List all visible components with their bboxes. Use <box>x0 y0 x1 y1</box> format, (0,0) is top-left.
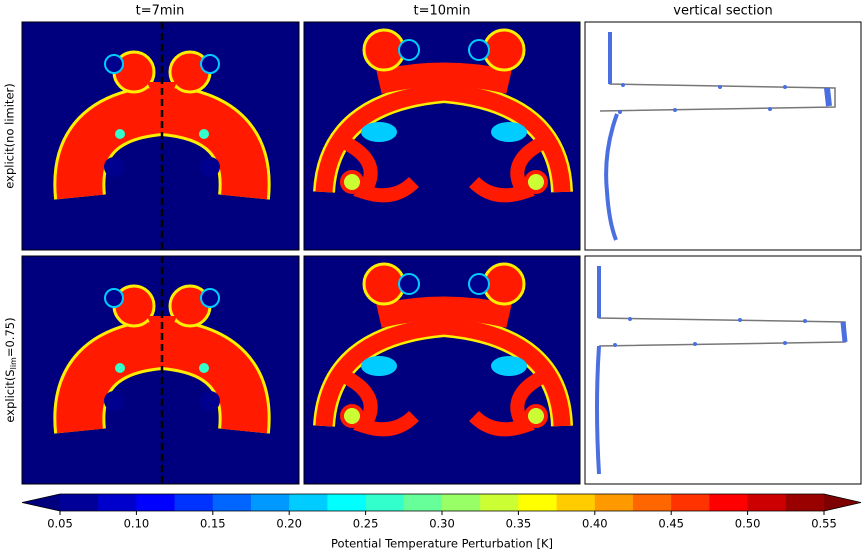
panel <box>21 21 300 251</box>
color-bin <box>60 494 99 511</box>
row-label: explicit(no limiter) <box>3 83 17 188</box>
color-bin <box>174 494 214 511</box>
row-label: explicit(Slim=0.75) <box>3 317 18 422</box>
colorbar: 0.05 0.10 0.15 0.20 0.25 0.30 0.35 0.40 0.45 0.50… <box>21 493 862 551</box>
color-bin <box>212 494 252 511</box>
panel <box>21 255 300 485</box>
tick-label: 0.25 <box>353 517 379 531</box>
color-bin <box>556 494 596 511</box>
panel <box>303 22 581 251</box>
color-bin <box>403 494 443 511</box>
color-bin <box>747 494 787 511</box>
tick-label: 0.30 <box>429 517 455 531</box>
color-bin <box>442 494 481 511</box>
column-title: t=10min <box>413 4 470 19</box>
panel <box>303 256 581 485</box>
row-label-sub: lim <box>9 357 18 369</box>
color-bin <box>594 494 634 511</box>
row-label-part: =0.75) <box>3 317 17 357</box>
column-title: vertical section <box>673 4 772 19</box>
under-arrow <box>22 494 60 511</box>
tick-label: 0.50 <box>735 517 761 531</box>
color-bin <box>98 494 137 511</box>
color-bin <box>136 494 176 511</box>
color-bin <box>251 494 290 511</box>
color-bin <box>709 494 749 511</box>
color-bin <box>289 494 328 511</box>
over-arrow <box>824 494 861 511</box>
tick-label: 0.20 <box>276 517 302 531</box>
color-bin <box>671 494 710 511</box>
section-panel <box>584 21 862 251</box>
tick-label: 0.45 <box>658 517 684 531</box>
tick-label: 0.55 <box>811 517 837 531</box>
column-title: t=7min <box>136 4 185 19</box>
row-label-part: explicit(S <box>3 369 17 422</box>
tick-label: 0.05 <box>47 517 73 531</box>
tick-label: 0.35 <box>506 517 532 531</box>
color-bin <box>785 494 825 511</box>
color-bin <box>365 494 405 511</box>
tick-label: 0.10 <box>124 517 150 531</box>
color-bin <box>518 494 558 511</box>
section-panel <box>584 255 862 485</box>
colorbar-label: Potential Temperature Perturbation [K] <box>331 537 553 551</box>
tick-label: 0.40 <box>582 517 608 531</box>
tick-label: 0.15 <box>200 517 226 531</box>
color-bin <box>633 494 672 511</box>
color-bin <box>480 494 519 511</box>
color-bin <box>327 494 367 511</box>
